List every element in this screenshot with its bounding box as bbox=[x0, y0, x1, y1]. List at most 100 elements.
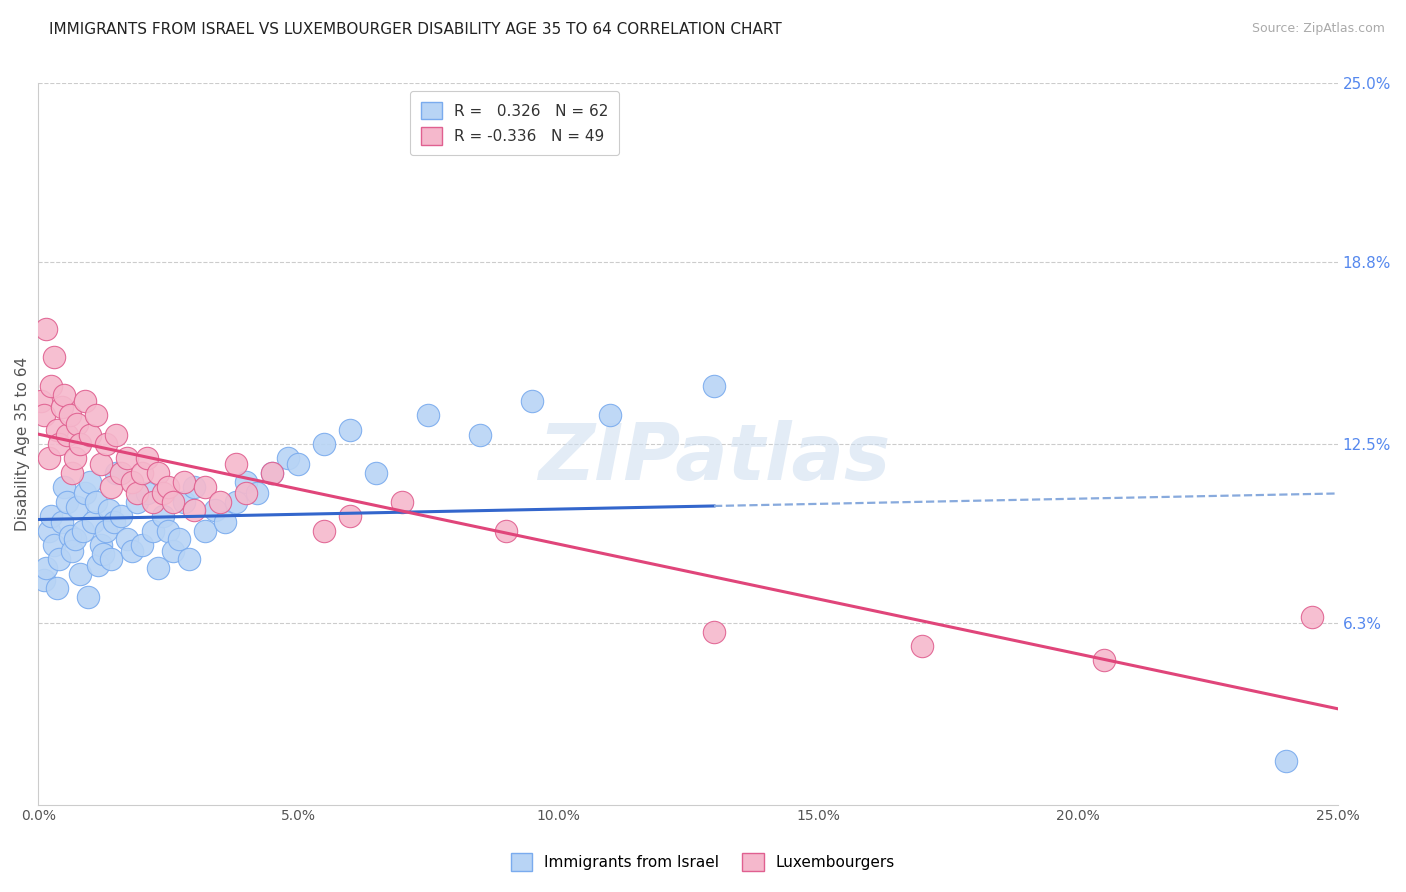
Point bbox=[53, 480, 76, 494]
Legend: Immigrants from Israel, Luxembourgers: Immigrants from Israel, Luxembourgers bbox=[505, 847, 901, 877]
Point bbox=[105, 428, 128, 442]
Point bbox=[225, 457, 247, 471]
Point bbox=[97, 503, 120, 517]
Point bbox=[495, 524, 517, 538]
Point bbox=[1301, 610, 1323, 624]
Point bbox=[63, 533, 86, 547]
Point bbox=[366, 466, 388, 480]
Point bbox=[66, 417, 89, 431]
Text: Source: ZipAtlas.com: Source: ZipAtlas.com bbox=[1251, 22, 1385, 36]
Point bbox=[51, 515, 73, 529]
Point bbox=[468, 428, 491, 442]
Point bbox=[246, 486, 269, 500]
Point bbox=[69, 437, 91, 451]
Point bbox=[45, 423, 67, 437]
Point bbox=[157, 524, 180, 538]
Point bbox=[38, 451, 60, 466]
Text: ZIPatlas: ZIPatlas bbox=[538, 420, 890, 497]
Text: IMMIGRANTS FROM ISRAEL VS LUXEMBOURGER DISABILITY AGE 35 TO 64 CORRELATION CHART: IMMIGRANTS FROM ISRAEL VS LUXEMBOURGER D… bbox=[49, 22, 782, 37]
Point bbox=[314, 524, 336, 538]
Point bbox=[79, 428, 101, 442]
Point bbox=[84, 494, 107, 508]
Point bbox=[79, 475, 101, 489]
Point bbox=[60, 543, 83, 558]
Legend: R =   0.326   N = 62, R = -0.336   N = 49: R = 0.326 N = 62, R = -0.336 N = 49 bbox=[409, 91, 619, 155]
Point bbox=[1274, 755, 1296, 769]
Point bbox=[911, 639, 934, 653]
Point bbox=[60, 466, 83, 480]
Point bbox=[194, 524, 217, 538]
Point bbox=[90, 457, 112, 471]
Point bbox=[314, 437, 336, 451]
Point bbox=[32, 573, 55, 587]
Point bbox=[110, 466, 132, 480]
Point bbox=[1092, 653, 1115, 667]
Point bbox=[38, 524, 60, 538]
Point bbox=[45, 581, 67, 595]
Point bbox=[100, 552, 122, 566]
Point bbox=[204, 503, 226, 517]
Point bbox=[121, 475, 143, 489]
Point bbox=[41, 509, 63, 524]
Point bbox=[94, 437, 117, 451]
Point bbox=[63, 451, 86, 466]
Point bbox=[35, 321, 58, 335]
Point bbox=[136, 451, 159, 466]
Point bbox=[152, 509, 174, 524]
Point bbox=[110, 509, 132, 524]
Point bbox=[146, 561, 169, 575]
Point bbox=[339, 509, 361, 524]
Point bbox=[599, 408, 621, 422]
Point bbox=[703, 379, 725, 393]
Point bbox=[173, 494, 195, 508]
Point bbox=[72, 524, 94, 538]
Point bbox=[162, 543, 184, 558]
Point bbox=[167, 533, 190, 547]
Point bbox=[127, 494, 149, 508]
Point bbox=[75, 393, 97, 408]
Point bbox=[287, 457, 309, 471]
Point bbox=[48, 552, 70, 566]
Point bbox=[209, 494, 232, 508]
Point bbox=[520, 393, 543, 408]
Point bbox=[225, 494, 247, 508]
Point bbox=[136, 486, 159, 500]
Point bbox=[94, 524, 117, 538]
Point bbox=[235, 486, 257, 500]
Point bbox=[115, 451, 138, 466]
Point bbox=[84, 408, 107, 422]
Point bbox=[418, 408, 440, 422]
Point bbox=[235, 475, 257, 489]
Point bbox=[42, 538, 65, 552]
Point bbox=[142, 524, 165, 538]
Point bbox=[277, 451, 299, 466]
Point bbox=[214, 515, 236, 529]
Point bbox=[103, 515, 125, 529]
Point bbox=[82, 515, 104, 529]
Point bbox=[262, 466, 284, 480]
Point bbox=[131, 466, 153, 480]
Point bbox=[91, 547, 114, 561]
Point bbox=[87, 558, 110, 573]
Point bbox=[703, 624, 725, 639]
Point bbox=[157, 480, 180, 494]
Point bbox=[146, 466, 169, 480]
Point bbox=[35, 561, 58, 575]
Point bbox=[127, 486, 149, 500]
Point bbox=[41, 379, 63, 393]
Point bbox=[58, 408, 80, 422]
Point bbox=[262, 466, 284, 480]
Point bbox=[30, 393, 52, 408]
Point bbox=[391, 494, 413, 508]
Y-axis label: Disability Age 35 to 64: Disability Age 35 to 64 bbox=[15, 357, 30, 531]
Point bbox=[142, 494, 165, 508]
Point bbox=[162, 494, 184, 508]
Point bbox=[76, 590, 98, 604]
Point bbox=[75, 486, 97, 500]
Point bbox=[173, 475, 195, 489]
Point bbox=[69, 566, 91, 581]
Point bbox=[56, 494, 79, 508]
Point bbox=[32, 408, 55, 422]
Point bbox=[183, 480, 205, 494]
Point bbox=[105, 466, 128, 480]
